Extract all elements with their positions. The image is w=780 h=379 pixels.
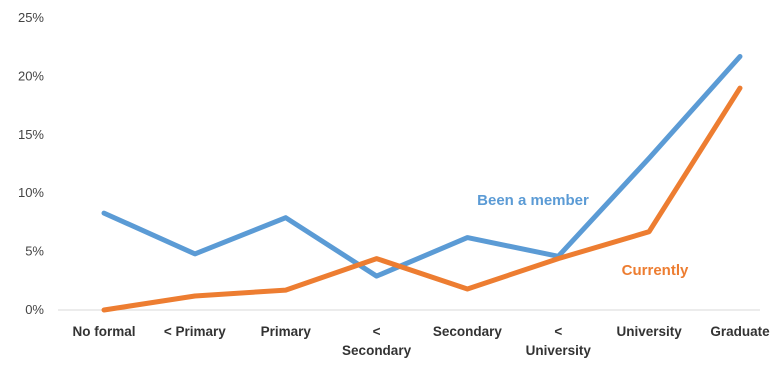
x-tick-label-line: Graduate <box>710 324 770 339</box>
x-tick-label: < Secondary <box>342 324 412 358</box>
x-tick-label: Graduate <box>710 324 770 339</box>
series-label: Been a member <box>477 192 589 209</box>
x-tick-label-line: University <box>526 343 592 358</box>
series-label: Currently <box>622 262 689 279</box>
x-tick-label: < Primary <box>164 324 226 339</box>
x-tick-label-line: < Primary <box>164 324 226 339</box>
y-tick-label: 20% <box>18 68 44 83</box>
y-tick-label: 15% <box>18 127 44 142</box>
x-tick-label: No formal <box>72 324 135 339</box>
y-tick-label: 5% <box>25 244 44 259</box>
x-tick-label-line: Secondary <box>433 324 503 339</box>
y-axis: 0% 5% 10% 15% 20% 25% <box>18 10 44 317</box>
x-tick-label-line: Secondary <box>342 343 412 358</box>
x-tick-label: < University <box>526 324 592 358</box>
y-tick-label: 10% <box>18 185 44 200</box>
y-tick-label: 0% <box>25 302 44 317</box>
x-axis: No formal < Primary Primary < Secondary Secon… <box>58 309 770 358</box>
x-tick-label-line: University <box>617 324 683 339</box>
x-tick-label-line: < <box>554 324 562 339</box>
x-tick-label: Primary <box>261 324 312 339</box>
x-tick-label-line: Primary <box>261 324 312 339</box>
series-line-currently <box>101 85 743 313</box>
x-tick-label-line: < <box>373 324 381 339</box>
series-layer <box>101 54 743 313</box>
x-tick-label-line: No formal <box>72 324 135 339</box>
series-line-been-a-member <box>101 54 743 279</box>
x-tick-label: Secondary <box>433 324 503 339</box>
y-tick-label: 25% <box>18 10 44 25</box>
x-tick-label: University <box>617 324 683 339</box>
series-labels: Been a member Currently <box>477 192 689 279</box>
